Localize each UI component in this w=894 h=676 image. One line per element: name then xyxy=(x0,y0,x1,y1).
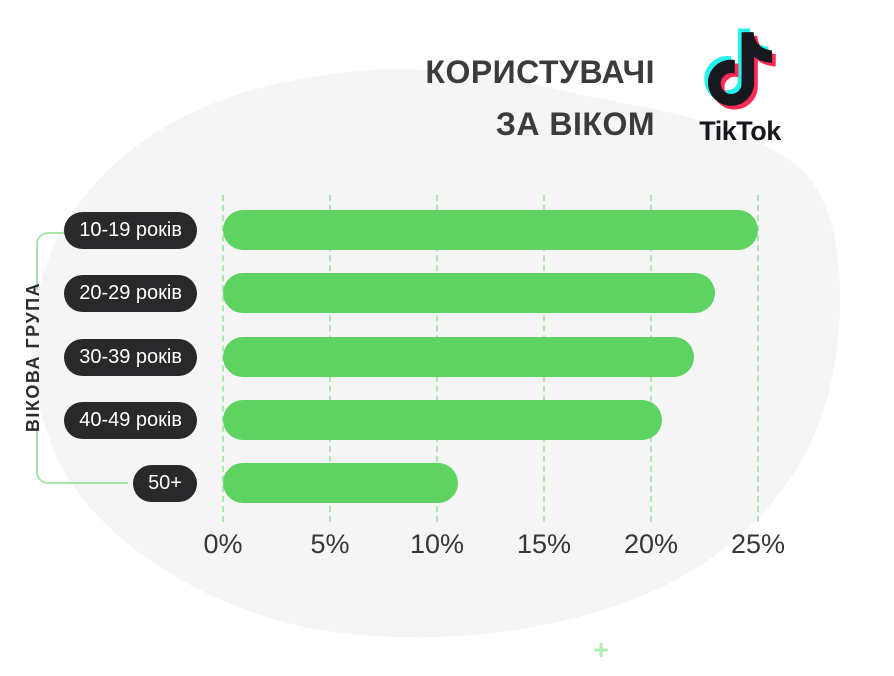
bar xyxy=(223,400,662,440)
chart-title-line1: КОРИСТУВАЧІ xyxy=(425,54,655,90)
x-tick-label: 0% xyxy=(203,529,243,559)
chart-title: КОРИСТУВАЧІ ЗА ВІКОМ xyxy=(425,46,655,150)
axis-bracket-top xyxy=(36,232,74,290)
age-group-pill: 30-39 років xyxy=(64,339,197,376)
x-tick-label: 20% xyxy=(623,529,679,559)
tiktok-logo: TikTok xyxy=(684,24,796,147)
axis-bracket-bottom xyxy=(36,424,128,484)
x-tick-label: 5% xyxy=(310,529,350,559)
bar xyxy=(223,463,458,503)
bar xyxy=(223,210,758,250)
bar xyxy=(223,337,694,377)
x-tick-label: 15% xyxy=(516,529,572,559)
age-group-pill: 50+ xyxy=(133,465,197,502)
x-tick-label: 10% xyxy=(409,529,465,559)
y-axis-label: ВІКОВА ГРУПА xyxy=(23,281,43,433)
age-group-pill: 40-49 років xyxy=(64,402,197,439)
sparkle-icon: + xyxy=(592,634,610,665)
chart-title-line2: ЗА ВІКОМ xyxy=(495,106,655,142)
tiktok-note-icon xyxy=(704,28,776,110)
x-tick-label: 25% xyxy=(730,529,786,559)
age-group-pill: 20-29 років xyxy=(64,275,197,312)
age-group-pill: 10-19 років xyxy=(64,212,197,249)
bar xyxy=(223,273,715,313)
grid-line xyxy=(757,195,759,522)
tiktok-wordmark: TikTok xyxy=(699,116,781,146)
